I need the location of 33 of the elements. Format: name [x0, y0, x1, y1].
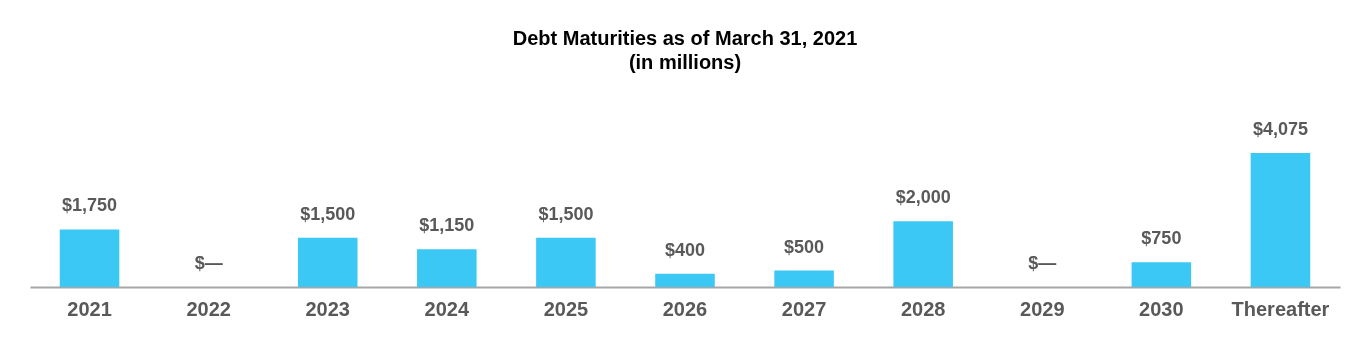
bar — [1250, 153, 1311, 287]
bar — [297, 237, 358, 287]
chart-subtitle: (in millions) — [628, 51, 742, 73]
x-tick-label: 2029 — [1020, 297, 1065, 320]
data-label: $500 — [784, 236, 825, 257]
x-tick-label: 2030 — [1139, 297, 1184, 320]
bar — [893, 221, 953, 287]
bar — [59, 229, 120, 287]
data-label: $— — [194, 253, 223, 273]
x-tick-label: 2021 — [67, 297, 112, 320]
x-tick-label: 2022 — [186, 297, 231, 320]
bar — [417, 249, 477, 287]
data-label: $750 — [1141, 228, 1182, 249]
x-tick-label: 2026 — [662, 297, 708, 320]
data-label: $400 — [664, 239, 706, 260]
data-label: $1,750 — [62, 195, 118, 216]
x-tick-label: 2028 — [900, 297, 946, 320]
x-tick-label: 2027 — [781, 297, 827, 320]
data-label: $— — [1028, 253, 1057, 273]
bar — [1131, 262, 1192, 287]
data-label: $1,150 — [419, 215, 475, 236]
x-tick-label: 2024 — [424, 297, 470, 320]
x-tick-label: 2023 — [305, 297, 350, 320]
data-label: $1,500 — [538, 203, 594, 224]
bar — [655, 273, 715, 287]
chart-title: Debt Maturities as of March 31, 2021 — [512, 27, 858, 49]
bar — [536, 237, 596, 287]
data-label: $2,000 — [895, 187, 951, 208]
data-label: $1,500 — [300, 203, 356, 224]
x-tick-label: Thereafter — [1231, 297, 1330, 320]
x-tick-label: 2025 — [543, 297, 589, 320]
data-label: $4,075 — [1252, 119, 1308, 139]
bar — [774, 270, 834, 287]
